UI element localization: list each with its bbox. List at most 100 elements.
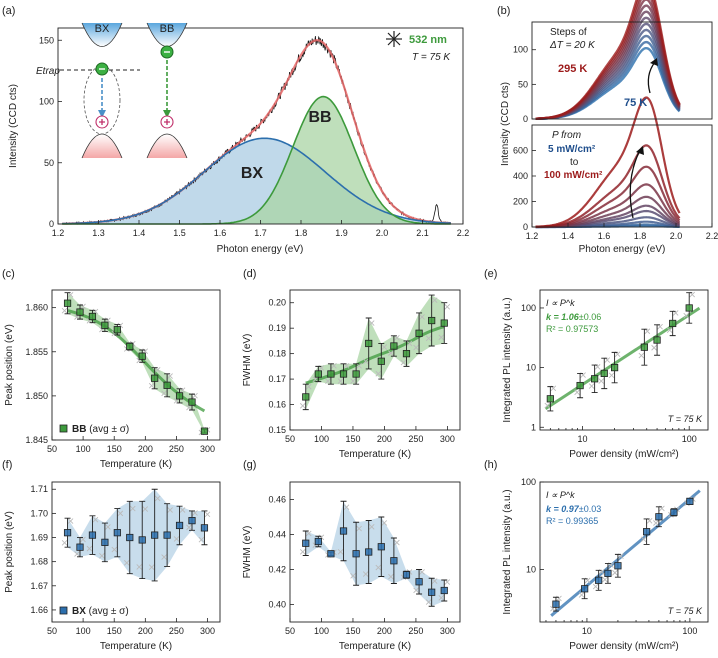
steps-label: Steps of	[550, 27, 587, 38]
panel-d-data-point	[415, 329, 423, 337]
panel-f-ytick-label: 1.66	[30, 605, 48, 615]
panel-g-raw-cross	[343, 504, 350, 511]
power-spectrum-10	[535, 96, 681, 228]
panel-f-data-point	[175, 521, 184, 530]
panel-e-raw-cross	[608, 372, 615, 379]
panel-g-raw-cross	[394, 539, 400, 546]
panel-g-xtick-label: 50	[285, 626, 295, 636]
panel-e-raw-cross	[544, 402, 551, 409]
panel-c-ytick-label: 1.855	[25, 347, 48, 357]
panel-f-data-point	[126, 533, 134, 542]
scatter-panels: 50 100 150 200 250 3001.8451.8501.8551.860Tem…	[4, 289, 709, 652]
panel-f-raw-cross	[105, 524, 111, 530]
panel-c-ytick-label: 1.845	[25, 435, 48, 445]
panel-e-ytick-label: 1	[531, 422, 536, 432]
panel-g-raw-cross	[375, 564, 382, 571]
panel-f-raw-cross	[204, 511, 211, 518]
panel-h-raw-cross	[653, 520, 659, 526]
a-xtick-label: 1.3	[92, 228, 105, 238]
panel-c-xtick-label: 100	[76, 444, 91, 454]
panel-a-ticks: 1.2 1.3 1.4 1.5 1.6 1.7 1.8 1.9 2.0 2.1 2.2 0 50 100 1…	[39, 35, 469, 238]
panel-e-data-point	[653, 336, 661, 344]
panel-d-data-point	[390, 342, 398, 350]
panel-h-xlabel: Power density (mW/cm²)	[569, 641, 678, 652]
panel-g-frame	[289, 481, 461, 623]
panel-d-raw-cross	[413, 344, 419, 351]
delta-t-label: ΔT = 20 K	[549, 40, 596, 51]
panel-g-raw-cross	[413, 587, 419, 594]
panel-c-data-point	[200, 427, 209, 435]
panel-h-data-point	[655, 513, 663, 521]
panel-d-ytick-label: 0.15	[268, 425, 286, 435]
panel-h-data-point	[614, 562, 622, 570]
b-xtick-label: 2.0	[670, 231, 683, 241]
bx-gaussian-line	[62, 137, 451, 225]
trap-energy-label: Etrap	[36, 66, 60, 77]
panel-g-raw-cross	[299, 549, 306, 555]
panel-c-legend-marker	[59, 424, 68, 433]
panel-g-xtick-label: 300	[440, 626, 455, 636]
panel-f-data-point	[163, 531, 171, 539]
k-error: ±0.03	[579, 504, 601, 514]
panel-d-raw-cross	[431, 297, 438, 304]
panel-f-raw-cross	[111, 546, 118, 553]
panel-d-raw-cross	[350, 378, 356, 384]
panel-d-data-point	[302, 393, 310, 401]
panel-f-raw-cross	[198, 536, 205, 543]
panel-g-raw-cross	[337, 549, 344, 555]
t-low-label: 75 K	[624, 97, 647, 109]
panel-d-xtick-label: 250	[408, 434, 423, 444]
bx-label: BX	[241, 165, 264, 182]
panel-d-raw-cross	[305, 383, 312, 390]
panel-e-frame	[539, 289, 709, 431]
panel-h-formula: I ∝ P^k	[546, 490, 575, 500]
panel-c: 50 100 150 200 250 300 1.845 1.850 1.855 1.860 Tem…	[4, 289, 221, 470]
panel-h-data-point	[552, 600, 560, 608]
a-xtick-label: 2.2	[457, 228, 470, 238]
panel-h-data-point	[643, 528, 651, 536]
panel-g-data-point	[390, 557, 398, 565]
panel-d-raw-cross	[375, 370, 382, 377]
panel-a-spectrum: 1.2 1.3 1.4 1.5 1.6 1.7 1.8 1.9 2.0 2.1 2.2 0 50 100 1…	[8, 22, 469, 255]
panel-f-data-point	[63, 529, 72, 537]
panel-d-raw-cross	[400, 359, 407, 366]
panel-g-xtick-label: 250	[408, 626, 423, 636]
panel-g-raw-cross	[381, 520, 388, 526]
panel-c-xtick-label: 150	[107, 444, 122, 454]
panel-e-ylabel: Integrated PL intensity (a.u.)	[502, 297, 513, 422]
panel-c-data-point	[175, 392, 184, 400]
b-xtick-label: 1.2	[526, 231, 539, 241]
panel-label-a: (a)	[2, 5, 15, 17]
panel-f-raw-cross	[67, 518, 74, 524]
inset-bb-label: BB	[160, 23, 175, 35]
panel-g-ytick-label: 0.40	[268, 600, 286, 610]
panel-f-xtick-label: 50	[47, 626, 57, 636]
panel-d-data-point	[352, 370, 360, 378]
panel-c-raw-cross	[148, 382, 155, 389]
panel-b-xlabel: Photon energy (eV)	[579, 244, 666, 255]
panel-e-temperature: T = 75 K	[668, 414, 703, 424]
a-ytick-label: 0	[49, 219, 54, 229]
b-bottom-ytick-label: 600	[513, 146, 528, 156]
panel-c-raw-cross	[67, 291, 74, 298]
panel-f-raw-cross	[179, 507, 186, 513]
panel-e-xlabel: Power density (mW/cm²)	[569, 449, 678, 460]
panel-d-raw-cross	[419, 314, 425, 320]
panel-e-raw-cross	[683, 312, 690, 319]
p-from-label: P from	[552, 130, 581, 141]
b-top-ytick-label: 100	[513, 45, 528, 55]
panel-e-formula: I ∝ P^k	[546, 298, 575, 308]
panel-d-xtick-label: 50	[285, 434, 295, 444]
panel-h-raw-cross	[578, 592, 585, 598]
a-xtick-label: 2.0	[376, 228, 389, 238]
panel-h-k-value: k = 0.97±0.03	[546, 504, 601, 514]
panel-d-raw-cross	[312, 376, 319, 383]
panel-c-xtick-label: 50	[47, 444, 57, 454]
panel-f-xtick-label: 100	[76, 626, 91, 636]
panel-g-data-point	[377, 543, 385, 551]
legend-name: BB	[72, 424, 86, 435]
a-xtick-label: 1.6	[214, 228, 227, 238]
panel-f-raw-cross	[142, 506, 149, 512]
panel-h-r2: R² = 0.99365	[546, 516, 598, 526]
inset-bx-label: BX	[95, 23, 110, 35]
